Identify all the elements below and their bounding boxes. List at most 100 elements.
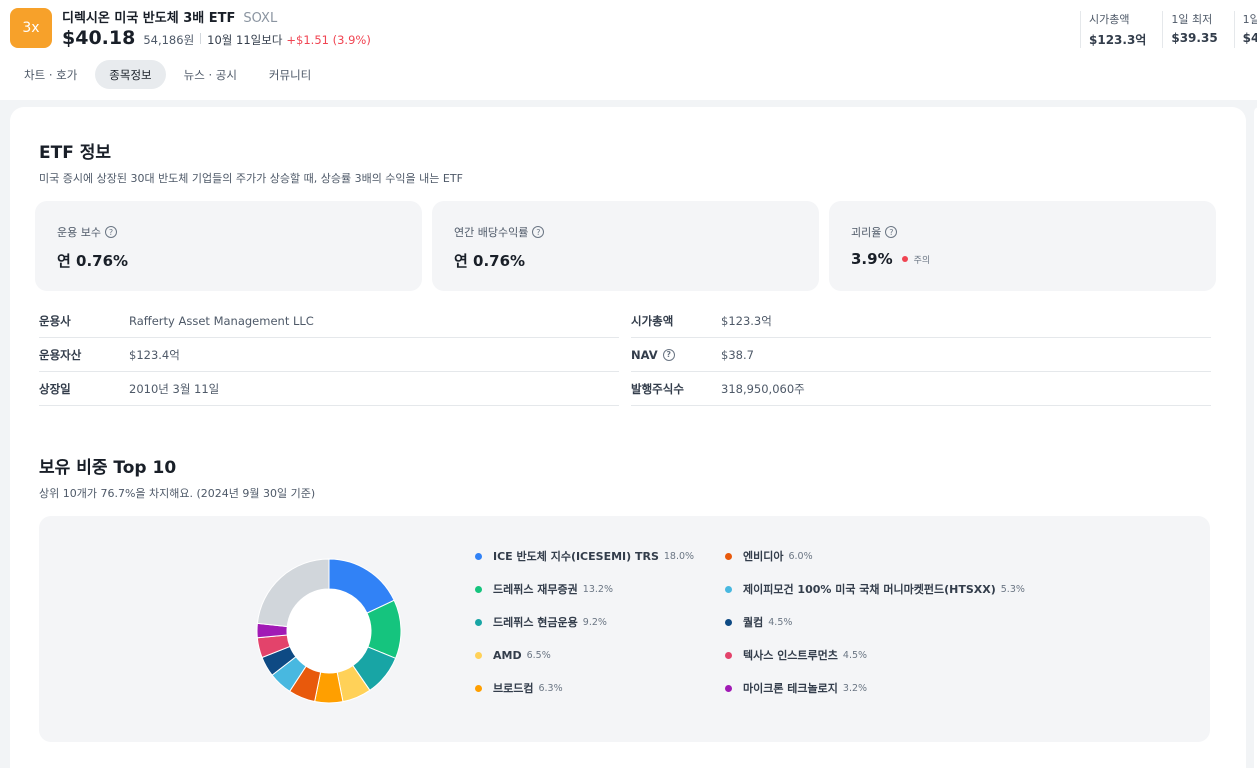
info-value: $123.4억: [129, 347, 180, 362]
info-value: Rafferty Asset Management LLC: [129, 313, 314, 328]
stock-header: 3x 디렉시온 미국 반도체 3배 ETF SOXL $40.18 54,186…: [0, 0, 1257, 100]
info-row: NAV ? $38.7: [631, 338, 1211, 372]
legend-item: 마이크론 테크놀로지 3.2%: [725, 680, 1025, 696]
info-value: 318,950,060주: [721, 381, 805, 396]
holdings-donut-chart: [256, 558, 402, 704]
legend-percent: 5.3%: [1000, 583, 1025, 595]
title-row: 디렉시온 미국 반도체 3배 ETF SOXL: [62, 7, 277, 26]
legend-item: ICE 반도체 지수(ICESEMI) TRS 18.0%: [475, 548, 694, 564]
info-table-right: 시가총액 $123.3억 NAV ? $38.7 발행주식수 318,950,0…: [631, 304, 1211, 406]
info-key: 발행주식수: [631, 381, 684, 396]
metric-label: 운용 보수 ?: [57, 224, 400, 240]
help-icon[interactable]: ?: [662, 348, 675, 361]
header-stats: 시가총액 $123.3억 1일 최저 $39.35 1일 최고 $40.9: [1080, 11, 1257, 48]
metric-value: 연 0.76%: [454, 252, 526, 270]
legend-item: 엔비디아 6.0%: [725, 548, 1025, 564]
stat-label: 시가총액: [1089, 13, 1130, 26]
divider: [200, 32, 202, 44]
info-value: $123.3억: [721, 313, 772, 328]
metric-label-text: 괴리율: [851, 226, 882, 239]
current-price: $40.18: [62, 27, 136, 49]
tab-stock-info[interactable]: 종목정보: [95, 60, 166, 89]
warning-dot-icon: [901, 256, 908, 262]
legend-dot-icon: [725, 651, 732, 659]
help-icon[interactable]: ?: [532, 226, 545, 238]
legend-dot-icon: [725, 684, 732, 692]
legend-percent: 4.5%: [842, 649, 868, 661]
legend-percent: 4.5%: [768, 616, 793, 628]
legend-percent: 6.5%: [526, 649, 551, 661]
legend-name: 텍사스 인스트루먼츠: [743, 649, 838, 662]
legend-dot-icon: [725, 585, 732, 593]
legend-item: AMD 6.5%: [475, 647, 694, 663]
legend-dot-icon: [475, 618, 482, 626]
legend-item: 드레퓌스 현금운용 9.2%: [475, 614, 694, 630]
legend-name: ICE 반도체 지수(ICESEMI) TRS: [493, 550, 659, 563]
legend-item: 텍사스 인스트루먼츠 4.5%: [725, 647, 1025, 663]
legend-column-left: ICE 반도체 지수(ICESEMI) TRS 18.0% 드레퓌스 재무증권 13.…: [475, 548, 694, 696]
info-row: 운용사 Rafferty Asset Management LLC: [39, 304, 619, 338]
tab-chart-orderbook[interactable]: 차트 · 호가: [24, 67, 78, 82]
etf-info-title: ETF 정보: [39, 143, 112, 163]
legend-item: 브로드컴 6.3%: [475, 680, 694, 696]
info-key: 운용사: [39, 313, 71, 328]
help-icon[interactable]: ?: [104, 226, 117, 238]
info-row: 상장일 2010년 3월 11일: [39, 372, 619, 406]
holdings-title: 보유 비중 Top 10: [39, 458, 177, 478]
info-value: 2010년 3월 11일: [129, 381, 220, 396]
legend-percent: 3.2%: [842, 682, 868, 694]
metric-value-row: 3.9% 주의: [851, 250, 1194, 268]
etf-metric-boxes: 운용 보수 ? 연 0.76% 연간 배당수익률 ? 연 0.76% 괴리율 ?…: [35, 201, 1216, 291]
legend-dot-icon: [475, 585, 482, 593]
stat-label: 1일 최고: [1242, 13, 1257, 26]
stock-ticker: SOXL: [243, 11, 278, 26]
side-panel-edge: [1254, 107, 1257, 768]
legend-name: 드레퓌스 현금운용: [493, 616, 578, 629]
metric-value: 연 0.76%: [57, 252, 129, 270]
info-table-left: 운용사 Rafferty Asset Management LLC 운용자산 $…: [39, 304, 619, 406]
legend-item: 드레퓌스 재무증권 13.2%: [475, 581, 694, 597]
legend-dot-icon: [475, 684, 482, 692]
info-value: $38.7: [721, 347, 754, 362]
stat-market-cap: 시가총액 $123.3억: [1080, 11, 1146, 48]
legend-dot-icon: [475, 651, 482, 659]
legend-item: 퀄컴 4.5%: [725, 614, 1025, 630]
tab-news-disclosure[interactable]: 뉴스 · 공시: [183, 67, 237, 82]
info-key: 시가총액: [631, 313, 674, 328]
metric-dividend-yield: 연간 배당수익률 ? 연 0.76%: [432, 201, 819, 291]
info-key-text: NAV: [631, 347, 658, 362]
metric-premium-discount: 괴리율 ? 3.9% 주의: [829, 201, 1216, 291]
help-icon[interactable]: ?: [885, 226, 898, 238]
info-row: 운용자산 $123.4억: [39, 338, 619, 372]
stat-day-low: 1일 최저 $39.35: [1162, 11, 1218, 48]
metric-value: 3.9%: [851, 250, 893, 268]
stat-day-high: 1일 최고 $40.9: [1233, 11, 1257, 48]
change-since-label: 10월 11일보다: [207, 33, 283, 47]
donut-hole: [287, 589, 371, 673]
info-key-with-help: NAV ?: [631, 348, 721, 362]
legend-dot-icon: [725, 552, 732, 560]
legend-percent: 13.2%: [582, 583, 613, 595]
price-krw: 54,186원: [143, 33, 195, 47]
legend-name: 마이크론 테크놀로지: [743, 682, 838, 695]
info-row: 시가총액 $123.3억: [631, 304, 1211, 338]
stock-info-card: ETF 정보 미국 증시에 상장된 30대 반도체 기업들의 주가가 상승할 때…: [10, 107, 1246, 768]
etf-info-subtitle: 미국 증시에 상장된 30대 반도체 기업들의 주가가 상승할 때, 상승률 3…: [39, 172, 463, 185]
legend-item: 제이피모건 100% 미국 국채 머니마켓펀드(HTSXX) 5.3%: [725, 581, 1025, 597]
tab-bar: 차트 · 호가 종목정보 뉴스 · 공시 커뮤니티: [10, 60, 325, 89]
metric-label: 연간 배당수익률 ?: [454, 224, 797, 240]
legend-name: 엔비디아: [743, 550, 784, 563]
legend-percent: 6.0%: [788, 550, 813, 562]
tab-community[interactable]: 커뮤니티: [268, 67, 312, 82]
metric-label-text: 운용 보수: [57, 226, 101, 239]
legend-percent: 6.3%: [538, 682, 563, 694]
legend-name: 브로드컴: [493, 682, 534, 695]
legend-column-right: 엔비디아 6.0% 제이피모건 100% 미국 국채 머니마켓펀드(HTSXX) 5.…: [725, 548, 1025, 696]
legend-name: 제이피모건 100% 미국 국채 머니마켓펀드(HTSXX): [743, 583, 996, 596]
holdings-subtitle: 상위 10개가 76.7%을 차지해요. (2024년 9월 30일 기준): [39, 487, 316, 500]
warning-badge: 주의: [913, 255, 931, 266]
legend-percent: 9.2%: [582, 616, 607, 628]
stock-name: 디렉시온 미국 반도체 3배 ETF: [62, 11, 236, 26]
legend-percent: 18.0%: [663, 550, 695, 562]
stat-label: 1일 최저: [1171, 13, 1213, 26]
